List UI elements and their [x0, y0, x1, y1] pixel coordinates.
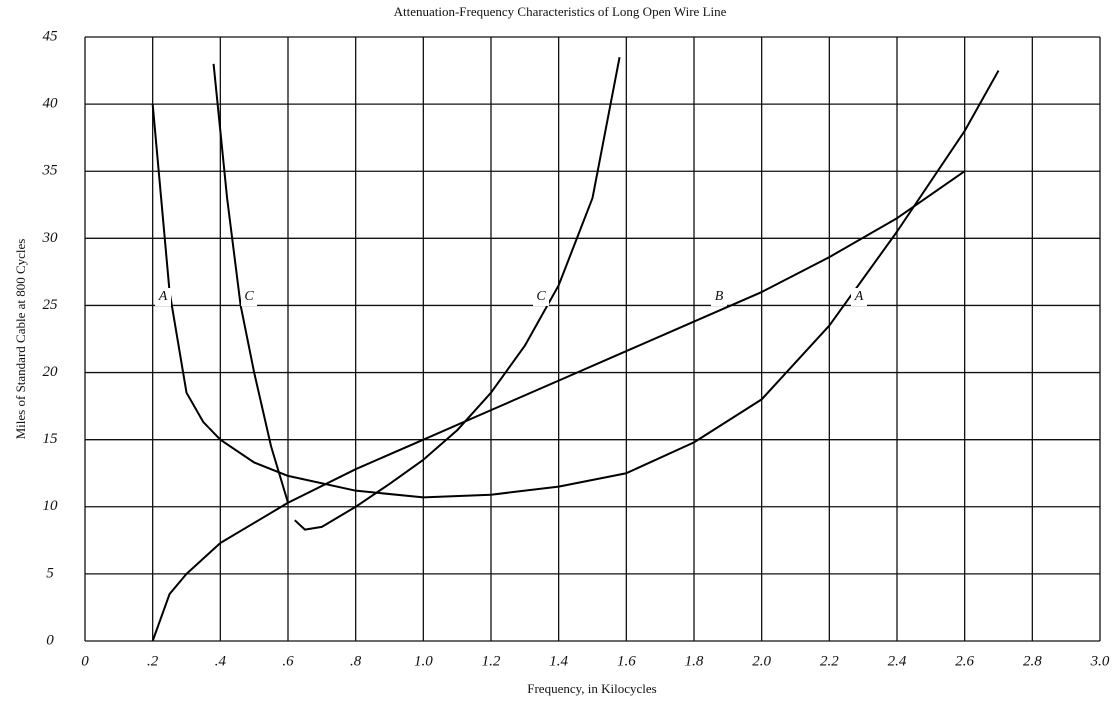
- x-tick-label: .4: [215, 653, 227, 669]
- x-tick-label: 1.4: [549, 653, 568, 669]
- y-axis-title: Miles of Standard Cable at 800 Cycles: [13, 239, 28, 440]
- y-tick-label: 10: [43, 498, 59, 514]
- x-tick-label: .8: [350, 653, 362, 669]
- x-tick-label: 2.4: [888, 653, 907, 669]
- x-tick-label: .2: [147, 653, 159, 669]
- x-tick-label: 2.6: [955, 653, 974, 669]
- x-tick-label: 1.8: [685, 653, 704, 669]
- curve-label: C: [244, 289, 254, 304]
- x-tick-label: 2.0: [752, 653, 771, 669]
- curve-label: A: [158, 289, 168, 304]
- curve-label: B: [715, 289, 724, 304]
- x-tick-label: 1.2: [482, 653, 501, 669]
- y-tick-label: 20: [43, 364, 59, 380]
- y-tick-label: 5: [46, 565, 54, 581]
- series-line: [151, 170, 966, 642]
- chart-title: Attenuation-Frequency Characteristics of…: [394, 4, 727, 19]
- y-tick-label: 30: [42, 230, 59, 246]
- label-backdrop: [533, 288, 549, 306]
- series-line: [151, 70, 1000, 499]
- y-tick-label: 25: [43, 297, 59, 313]
- y-tick-label: 40: [43, 96, 59, 112]
- label-backdrop: [711, 288, 727, 306]
- x-tick-label: 1.0: [414, 653, 433, 669]
- y-tick-label: 35: [42, 163, 59, 179]
- x-tick-label: 2.2: [820, 653, 839, 669]
- label-backdrop: [241, 288, 257, 306]
- x-tick-label: .6: [282, 653, 294, 669]
- x-axis-title: Frequency, in Kilocycles: [527, 681, 656, 696]
- label-backdrop: [851, 288, 867, 306]
- x-tick-label: 1.6: [617, 653, 636, 669]
- y-tick-label: 0: [46, 632, 54, 648]
- y-tick-label: 45: [43, 28, 59, 44]
- x-tick-label: 3.0: [1090, 653, 1110, 669]
- label-backdrop: [155, 288, 171, 306]
- curve-label: A: [854, 289, 864, 304]
- y-tick-label: 15: [43, 431, 59, 447]
- x-tick-label: 0: [81, 653, 89, 669]
- series-line: [212, 56, 621, 531]
- x-tick-label: 2.8: [1023, 653, 1042, 669]
- curve-label: C: [536, 289, 546, 304]
